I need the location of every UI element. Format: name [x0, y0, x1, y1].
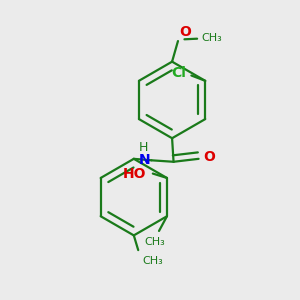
Text: O: O [203, 150, 215, 164]
Text: HO: HO [123, 167, 146, 181]
Text: O: O [179, 25, 191, 39]
Text: H: H [139, 141, 148, 154]
Text: CH₃: CH₃ [142, 256, 164, 266]
Text: N: N [138, 153, 150, 167]
Text: CH₃: CH₃ [202, 33, 222, 43]
Text: Cl: Cl [171, 66, 186, 80]
Text: CH₃: CH₃ [145, 237, 166, 247]
